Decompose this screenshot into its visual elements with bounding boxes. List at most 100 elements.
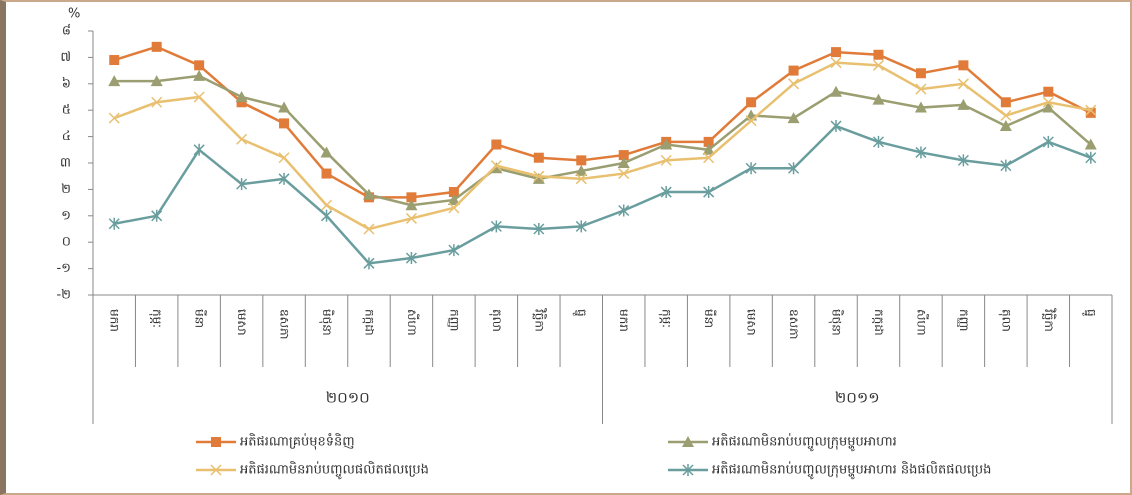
data-point (236, 97, 247, 108)
series-line (114, 74, 1092, 207)
data-point (109, 55, 120, 66)
y-tick-label: ៤ (62, 129, 71, 144)
data-point (193, 143, 205, 156)
legend-label: អតិផរណាមិនរាប់បញ្ចូលក្រុមម្ហូបអាហារ (712, 433, 897, 452)
data-point (618, 204, 630, 217)
legend-label: អតិផរណាគ្រប់មុខទំនិញ (240, 433, 355, 451)
data-point (447, 193, 460, 205)
data-point (575, 220, 587, 233)
data-point (108, 75, 121, 87)
data-point (914, 101, 927, 113)
data-point (745, 162, 757, 175)
data-point (490, 220, 502, 233)
data-point (405, 212, 417, 224)
data-point (745, 115, 757, 127)
data-point (1085, 107, 1096, 118)
data-point (1084, 138, 1097, 150)
data-point (1042, 101, 1055, 113)
data-point (151, 96, 163, 108)
legend-marker (210, 464, 222, 476)
data-point (151, 209, 163, 222)
data-point (490, 162, 503, 174)
data-point (703, 136, 714, 147)
data-point (1085, 151, 1097, 164)
y-tick-label: ១ (61, 208, 71, 223)
y-tick-label: -២ (56, 288, 71, 303)
data-point (1042, 96, 1054, 108)
data-point (618, 168, 630, 180)
data-point (872, 135, 885, 148)
data-point (235, 91, 248, 102)
data-point (278, 152, 290, 164)
data-point (872, 93, 885, 105)
series-line (113, 61, 1091, 231)
data-point (830, 120, 842, 133)
series-line (113, 45, 1092, 199)
x-tick-label: វិច្ឆិកា (1042, 308, 1057, 332)
data-point (576, 155, 587, 166)
y-axis-label: % (68, 7, 80, 22)
x-tick-label: កញ្ញា (447, 309, 461, 332)
data-point (999, 120, 1012, 132)
data-point (279, 118, 290, 129)
y-tick-label: ២ (61, 182, 71, 197)
data-point (1085, 104, 1097, 116)
data-point (236, 178, 248, 191)
series-line (113, 124, 1092, 265)
data-point (448, 244, 460, 257)
data-point (788, 78, 800, 90)
legend-marker (682, 436, 694, 447)
data-point (321, 168, 332, 179)
data-point (660, 186, 672, 199)
x-tick-label: កុម្ភៈ (149, 309, 164, 328)
x-tick-label: មីនា (702, 309, 717, 328)
y-tick-label: ៨ (62, 24, 71, 39)
data-point (660, 138, 673, 150)
x-tick-label: មេសា (745, 309, 759, 336)
data-point (872, 59, 885, 71)
data-point (150, 75, 163, 87)
data-point (831, 47, 842, 58)
legend-marker (211, 437, 221, 447)
data-point (151, 41, 162, 52)
data-point (108, 112, 120, 124)
legend-marker (682, 464, 694, 476)
x-tick-label: មិថុនា (319, 309, 335, 336)
data-point (533, 152, 544, 163)
y-tick-label: ៥ (62, 103, 71, 118)
data-point (1000, 159, 1012, 172)
data-point (490, 160, 502, 172)
data-point (405, 252, 417, 265)
x-tick-label: កញ្ញា (957, 309, 971, 332)
x-tick-label: សីហា (914, 309, 929, 336)
y-tick-label: ៣ (60, 156, 71, 171)
data-point (915, 146, 927, 159)
data-point (702, 143, 715, 155)
data-point (660, 154, 672, 166)
data-point (1042, 135, 1054, 148)
data-point (193, 91, 205, 103)
data-point (406, 192, 417, 203)
data-point (957, 78, 969, 90)
data-point (278, 101, 291, 113)
y-tick-label: ០ (62, 235, 71, 250)
x-tick-label: ធ្នូ (1081, 309, 1098, 317)
data-point (491, 139, 502, 150)
legend-label: អតិផរណាមិនរាប់បញ្ចូលក្រុមម្ហូបអាហារ និងផ… (712, 461, 991, 480)
data-point (575, 173, 587, 185)
x-tick-label: ឧសភា (278, 309, 292, 339)
data-point (787, 112, 800, 124)
data-point (788, 162, 800, 175)
x-tick-label: ឧសភា (787, 309, 801, 339)
data-point (532, 172, 545, 184)
data-point (320, 146, 333, 158)
x-tick-label: តុលា (489, 309, 504, 332)
data-point (788, 65, 799, 76)
data-point (957, 154, 969, 167)
x-tick-label: មករា (108, 309, 122, 332)
data-point (448, 187, 459, 198)
data-point (957, 98, 970, 110)
group-label: ២០១០ (326, 389, 370, 407)
